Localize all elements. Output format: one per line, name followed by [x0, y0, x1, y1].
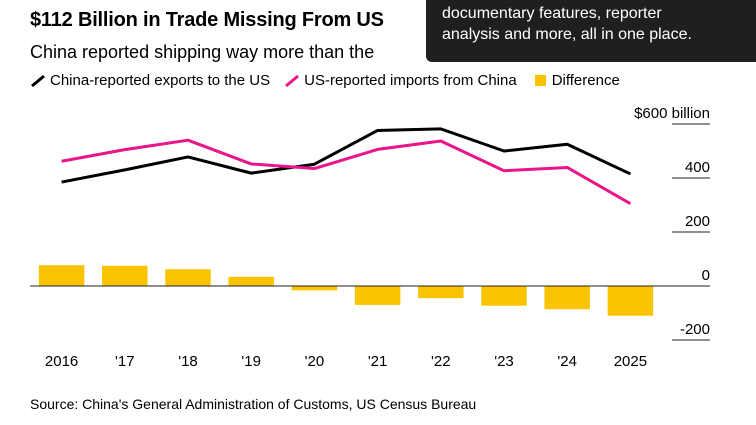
x-tick-label: '23: [494, 353, 514, 370]
y-tick-label: -200: [680, 321, 710, 338]
source-note: Source: China's General Administration o…: [30, 396, 477, 412]
difference-bar: [228, 276, 274, 286]
promo-tooltip[interactable]: documentary features, reporter analysis …: [426, 0, 756, 62]
x-tick-label: '19: [241, 353, 261, 370]
difference-bar: [102, 265, 148, 286]
difference-bar: [481, 286, 527, 306]
x-tick-label: 2025: [614, 353, 647, 370]
grid-lines: [672, 123, 710, 341]
legend-line-pink-icon: [285, 74, 300, 87]
legend: China-reported exports to the US US-repo…: [30, 72, 634, 89]
difference-bars: [38, 265, 654, 316]
y-axis-tick-labels: $600 billion 400 200 0 -200: [634, 105, 710, 338]
difference-bar: [544, 286, 590, 310]
y-tick-label: 0: [702, 267, 710, 284]
difference-bar: [165, 269, 211, 286]
x-tick-label: 2016: [45, 353, 78, 370]
difference-bar: [291, 286, 338, 291]
tooltip-line-1: documentary features, reporter: [442, 5, 662, 22]
x-tick-label: '24: [557, 353, 577, 370]
difference-bar: [607, 286, 654, 316]
difference-bar: [354, 286, 401, 305]
legend-item-us-imports: US-reported imports from China: [284, 72, 517, 89]
legend-label-difference: Difference: [551, 72, 620, 89]
x-tick-label: '17: [115, 353, 135, 370]
y-tick-label: $600 billion: [634, 105, 710, 122]
us-imports-line: [61, 138, 632, 205]
china-exports-line: [61, 127, 632, 184]
series-lines: [61, 127, 632, 205]
legend-label-us-imports: US-reported imports from China: [304, 72, 517, 89]
legend-swatch-yellow-icon: [534, 75, 546, 86]
legend-label-china-exports: China-reported exports to the US: [50, 72, 271, 89]
y-tick-label: 200: [685, 213, 710, 230]
legend-line-black-icon: [31, 74, 45, 87]
legend-item-china-exports: China-reported exports to the US: [30, 72, 270, 89]
x-tick-label: '18: [178, 353, 198, 370]
x-tick-label: '21: [368, 353, 388, 370]
difference-bar: [38, 265, 85, 286]
x-tick-label: '20: [305, 353, 325, 370]
legend-item-difference: Difference: [531, 72, 620, 89]
x-tick-label: '22: [431, 353, 451, 370]
x-axis-tick-labels: 2016 '17 '18 '19 '20 '21 '22 '23 '24 2025: [45, 353, 647, 370]
chart-title: $112 Billion in Trade Missing From US: [30, 9, 384, 31]
chart-subtitle: China reported shipping way more than th…: [30, 42, 375, 62]
y-tick-label: 400: [685, 159, 710, 176]
tooltip-line-2: analysis and more, all in one place.: [442, 26, 692, 43]
difference-bar: [418, 286, 464, 299]
